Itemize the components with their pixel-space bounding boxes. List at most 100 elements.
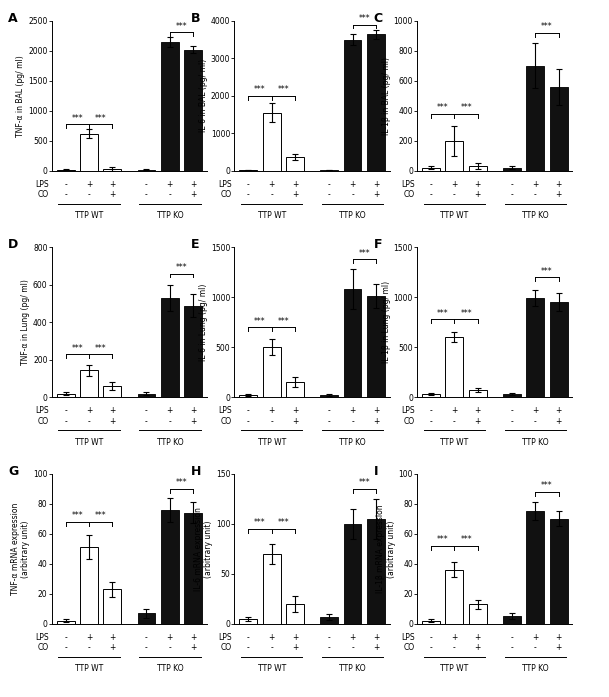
- Bar: [161, 42, 179, 171]
- Text: -: -: [534, 643, 537, 652]
- Text: -: -: [453, 190, 456, 199]
- Text: +: +: [292, 180, 298, 189]
- Text: -: -: [510, 190, 513, 199]
- Text: ***: ***: [278, 519, 289, 528]
- Text: +: +: [451, 406, 457, 415]
- Text: CO: CO: [220, 417, 232, 426]
- Text: +: +: [86, 406, 92, 415]
- Bar: [239, 395, 257, 397]
- Text: TTP WT: TTP WT: [75, 664, 103, 673]
- Text: +: +: [555, 190, 562, 199]
- Text: -: -: [145, 406, 148, 415]
- Bar: [57, 621, 74, 624]
- Text: -: -: [247, 417, 250, 426]
- Bar: [367, 296, 385, 397]
- Text: +: +: [269, 633, 275, 642]
- Text: -: -: [64, 406, 67, 415]
- Text: +: +: [86, 180, 92, 189]
- Y-axis label: TNF-α mRNA expression
(arbitrary unit): TNF-α mRNA expression (arbitrary unit): [11, 503, 30, 595]
- Text: -: -: [169, 643, 171, 652]
- Bar: [503, 395, 521, 397]
- Text: +: +: [292, 406, 298, 415]
- Text: TTP WT: TTP WT: [258, 664, 286, 673]
- Text: +: +: [555, 643, 562, 652]
- Text: C: C: [374, 12, 383, 25]
- Text: +: +: [474, 190, 481, 199]
- Bar: [503, 616, 521, 624]
- Text: +: +: [190, 180, 197, 189]
- Bar: [262, 347, 281, 397]
- Bar: [469, 390, 487, 397]
- Text: -: -: [247, 633, 250, 642]
- Bar: [262, 113, 281, 171]
- Text: ***: ***: [359, 14, 370, 23]
- Text: +: +: [373, 633, 379, 642]
- Text: -: -: [88, 190, 90, 199]
- Text: ***: ***: [460, 103, 472, 112]
- Text: -: -: [270, 190, 273, 199]
- Text: LPS: LPS: [35, 633, 49, 642]
- Text: ***: ***: [71, 344, 83, 353]
- Bar: [343, 40, 362, 171]
- Text: D: D: [9, 238, 18, 252]
- Text: +: +: [532, 180, 538, 189]
- Text: TTP KO: TTP KO: [522, 211, 549, 220]
- Bar: [422, 621, 440, 624]
- Text: +: +: [474, 406, 481, 415]
- Text: +: +: [474, 180, 481, 189]
- Text: -: -: [145, 633, 148, 642]
- Bar: [503, 168, 521, 171]
- Text: +: +: [350, 180, 356, 189]
- Text: +: +: [532, 633, 538, 642]
- Text: -: -: [145, 190, 148, 199]
- Bar: [286, 382, 304, 397]
- Bar: [526, 512, 544, 624]
- Text: +: +: [190, 643, 197, 652]
- Text: -: -: [510, 643, 513, 652]
- Bar: [138, 394, 155, 397]
- Y-axis label: TNF-α in Lung (pg/ ml): TNF-α in Lung (pg/ ml): [21, 279, 30, 365]
- Text: LPS: LPS: [218, 633, 232, 642]
- Bar: [262, 554, 281, 624]
- Text: +: +: [292, 633, 298, 642]
- Text: +: +: [474, 633, 481, 642]
- Bar: [57, 169, 74, 171]
- Bar: [526, 66, 544, 171]
- Text: -: -: [247, 190, 250, 199]
- Bar: [367, 519, 385, 624]
- Text: TTP KO: TTP KO: [157, 438, 183, 447]
- Y-axis label: IL-6 in Lung (pg/ ml): IL-6 in Lung (pg/ ml): [199, 284, 208, 361]
- Text: +: +: [190, 406, 197, 415]
- Text: CO: CO: [403, 190, 415, 199]
- Text: ***: ***: [541, 267, 553, 276]
- Text: +: +: [451, 633, 457, 642]
- Text: ***: ***: [95, 114, 107, 123]
- Text: +: +: [373, 180, 379, 189]
- Bar: [161, 298, 179, 397]
- Text: +: +: [190, 190, 197, 199]
- Text: ***: ***: [359, 249, 370, 258]
- Bar: [367, 34, 385, 171]
- Bar: [445, 570, 463, 624]
- Text: -: -: [510, 417, 513, 426]
- Text: ***: ***: [176, 22, 188, 31]
- Bar: [286, 157, 304, 171]
- Y-axis label: TNF-α in BAL (pg/ ml): TNF-α in BAL (pg/ ml): [16, 55, 26, 137]
- Text: ***: ***: [460, 309, 472, 318]
- Text: -: -: [270, 643, 273, 652]
- Text: CO: CO: [38, 190, 49, 199]
- Text: ***: ***: [541, 22, 553, 31]
- Text: -: -: [145, 643, 148, 652]
- Text: ***: ***: [71, 114, 83, 123]
- Text: TTP KO: TTP KO: [339, 211, 366, 220]
- Text: +: +: [167, 633, 173, 642]
- Bar: [80, 547, 98, 624]
- Text: ***: ***: [437, 103, 448, 112]
- Text: LPS: LPS: [401, 406, 415, 415]
- Bar: [161, 510, 179, 624]
- Bar: [320, 617, 338, 624]
- Text: TTP WT: TTP WT: [258, 211, 286, 220]
- Text: ***: ***: [176, 478, 188, 487]
- Bar: [138, 613, 155, 624]
- Text: ***: ***: [541, 482, 553, 491]
